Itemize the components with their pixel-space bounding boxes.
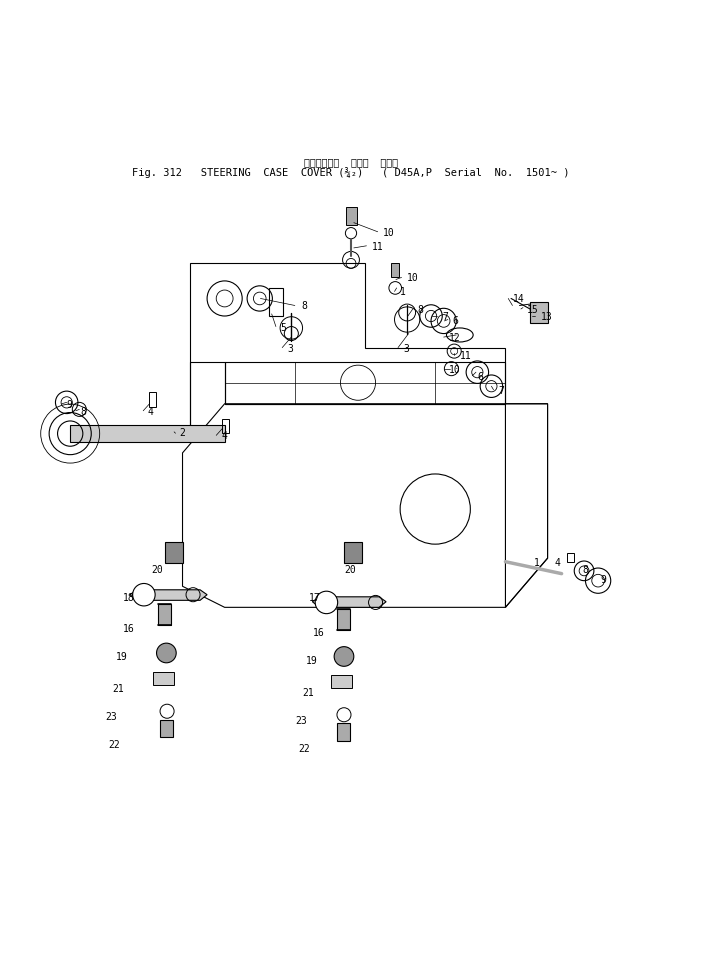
- Polygon shape: [130, 590, 207, 601]
- Text: 20: 20: [151, 564, 163, 574]
- Bar: [346, 208, 357, 226]
- Text: 3: 3: [404, 343, 409, 354]
- Bar: [337, 609, 350, 630]
- Text: ステアリング  ケース  カバー: ステアリング ケース カバー: [304, 157, 398, 167]
- Text: 21: 21: [112, 683, 124, 694]
- Bar: [391, 264, 399, 278]
- Bar: [160, 720, 173, 738]
- Polygon shape: [312, 597, 386, 608]
- Text: 21: 21: [302, 687, 314, 697]
- Text: 12: 12: [449, 333, 461, 343]
- Bar: [153, 672, 174, 685]
- Text: 1: 1: [534, 557, 539, 567]
- Bar: [269, 288, 283, 317]
- Text: 6: 6: [453, 316, 458, 325]
- Text: 11: 11: [460, 351, 472, 361]
- Text: 7: 7: [498, 385, 504, 396]
- Text: 4: 4: [221, 431, 227, 441]
- Text: 18: 18: [123, 592, 135, 602]
- Text: 22: 22: [298, 743, 310, 753]
- Text: 11: 11: [372, 241, 384, 251]
- Text: 17: 17: [309, 592, 321, 602]
- Text: 16: 16: [312, 627, 324, 637]
- Text: 2: 2: [179, 427, 185, 438]
- Bar: [149, 393, 156, 407]
- Text: 4: 4: [147, 406, 153, 416]
- Text: 14: 14: [512, 294, 524, 304]
- Text: 8: 8: [583, 564, 588, 574]
- Bar: [331, 676, 352, 689]
- Text: Fig. 312   STEERING  CASE  COVER (¾₂)   ( D45A,P  Serial  No.  1501~ ): Fig. 312 STEERING CASE COVER (¾₂) ( D45A…: [132, 167, 570, 178]
- Circle shape: [315, 592, 338, 614]
- Text: 8: 8: [302, 301, 307, 311]
- Text: 16: 16: [123, 623, 135, 634]
- Bar: [530, 303, 548, 323]
- Text: 23: 23: [295, 715, 307, 725]
- Text: 7: 7: [442, 312, 448, 321]
- Text: 9: 9: [67, 400, 72, 409]
- Bar: [158, 604, 171, 625]
- Text: 6: 6: [477, 371, 483, 381]
- Text: 19: 19: [305, 656, 317, 665]
- Text: 13: 13: [541, 312, 552, 321]
- Bar: [222, 420, 229, 434]
- Bar: [337, 723, 350, 741]
- Text: 10: 10: [383, 228, 395, 237]
- Text: 10: 10: [407, 274, 419, 283]
- Text: 5: 5: [281, 322, 286, 332]
- Bar: [165, 542, 183, 564]
- Bar: [567, 554, 574, 562]
- Circle shape: [133, 584, 155, 607]
- Bar: [70, 425, 225, 443]
- Circle shape: [157, 644, 176, 663]
- Text: 22: 22: [109, 740, 121, 749]
- Text: 1: 1: [400, 287, 406, 297]
- Text: 19: 19: [116, 652, 128, 661]
- Text: 15: 15: [526, 305, 538, 315]
- Text: 10: 10: [449, 364, 461, 374]
- Text: 8: 8: [81, 406, 86, 416]
- Text: 4: 4: [555, 557, 560, 567]
- Text: 3: 3: [288, 343, 293, 354]
- Text: 23: 23: [105, 711, 117, 721]
- Text: 9: 9: [600, 574, 606, 584]
- Text: 8: 8: [418, 305, 423, 315]
- Text: 20: 20: [344, 564, 356, 574]
- Bar: [344, 542, 362, 564]
- Circle shape: [334, 647, 354, 666]
